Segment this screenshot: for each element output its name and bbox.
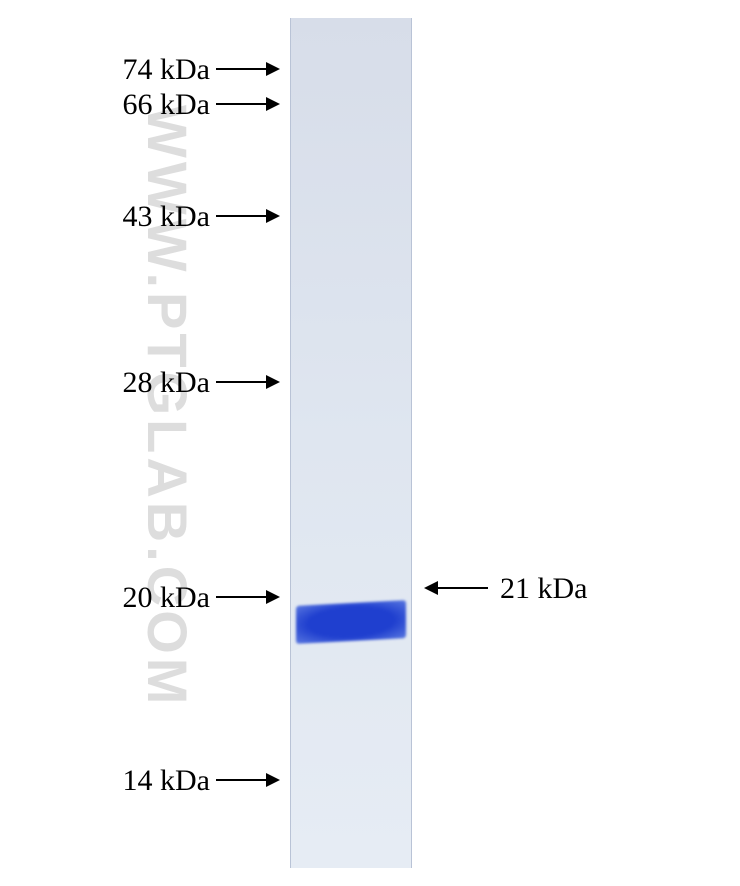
watermark-text: WWW.PTGLAB.COM	[135, 105, 200, 708]
marker-label: 20 kDa	[0, 581, 210, 615]
marker-label: 43 kDa	[0, 200, 210, 234]
arrow-right-icon	[216, 381, 280, 383]
arrow-right-icon	[216, 596, 280, 598]
marker-label: 66 kDa	[0, 88, 210, 122]
arrow-right-icon	[216, 779, 280, 781]
arrow-left-icon	[424, 587, 488, 589]
arrow-right-icon	[216, 68, 280, 70]
gel-lane	[290, 18, 412, 868]
marker-label: 14 kDa	[0, 764, 210, 798]
marker-label: 28 kDa	[0, 366, 210, 400]
arrow-right-icon	[216, 215, 280, 217]
observed-band-label: 21 kDa	[500, 572, 587, 606]
gel-figure: WWW.PTGLAB.COM 74 kDa66 kDa 43 kDa 28 kDa 2…	[0, 0, 740, 886]
protein-band	[296, 600, 406, 644]
marker-label: 74 kDa	[0, 53, 210, 87]
arrow-right-icon	[216, 103, 280, 105]
